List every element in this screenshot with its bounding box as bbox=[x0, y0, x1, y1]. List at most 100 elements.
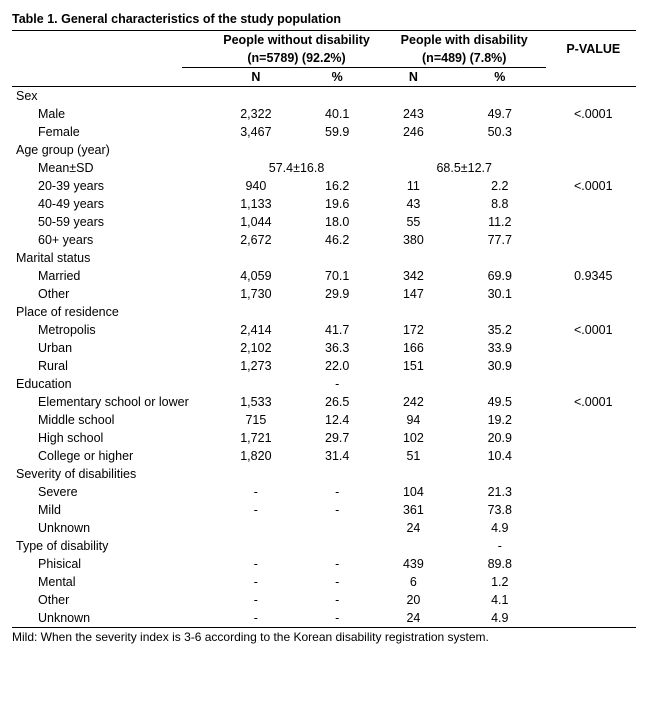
section-label: Sex bbox=[12, 87, 215, 105]
cell-pct1: 46.2 bbox=[297, 231, 378, 249]
row-label: High school bbox=[12, 429, 215, 447]
cell-pvalue bbox=[551, 195, 636, 213]
cell-pvalue: <.0001 bbox=[551, 321, 636, 339]
cell-pct2: 1.2 bbox=[449, 573, 551, 591]
table-title: Table 1. General characteristics of the … bbox=[12, 12, 636, 30]
row-label: 40-49 years bbox=[12, 195, 215, 213]
group1-label-l1: People without disability bbox=[215, 31, 378, 49]
row-label: Other bbox=[12, 285, 215, 303]
cell-n2: 20 bbox=[378, 591, 449, 609]
cell-pct2: 10.4 bbox=[449, 447, 551, 465]
cell-n2: 243 bbox=[378, 105, 449, 123]
cell-pvalue bbox=[551, 591, 636, 609]
cell-n2: 102 bbox=[378, 429, 449, 447]
row-label: Phisical bbox=[12, 555, 215, 573]
cell-pct1: 36.3 bbox=[297, 339, 378, 357]
cell-pct2: 4.1 bbox=[449, 591, 551, 609]
table-header: People without disability People with di… bbox=[12, 31, 636, 87]
cell-pct2: 4.9 bbox=[449, 609, 551, 627]
row-label: 60+ years bbox=[12, 231, 215, 249]
section-dash bbox=[449, 303, 551, 321]
cell-n2: 246 bbox=[378, 123, 449, 141]
cell-n1: 2,102 bbox=[215, 339, 296, 357]
cell-pvalue bbox=[551, 519, 636, 537]
cell-n1: 1,533 bbox=[215, 393, 296, 411]
cell-pct1: 70.1 bbox=[297, 267, 378, 285]
section-label: Severity of disabilities bbox=[12, 465, 215, 483]
group2-label-l2: (n=489) (7.8%) bbox=[378, 49, 551, 67]
cell-span: 57.4±16.8 bbox=[215, 159, 378, 177]
section-dash: - bbox=[449, 537, 551, 555]
cell-pct1: 16.2 bbox=[297, 177, 378, 195]
cell-n1: 2,672 bbox=[215, 231, 296, 249]
cell-pct1: 12.4 bbox=[297, 411, 378, 429]
section-dash: - bbox=[297, 375, 378, 393]
cell-pct1: - bbox=[297, 591, 378, 609]
cell-pct2: 19.2 bbox=[449, 411, 551, 429]
cell-pct1: 41.7 bbox=[297, 321, 378, 339]
section-label: Type of disability bbox=[12, 537, 215, 555]
cell-pvalue bbox=[551, 411, 636, 429]
cell-pct2: 35.2 bbox=[449, 321, 551, 339]
section-dash bbox=[449, 375, 551, 393]
row-label: Mean±SD bbox=[12, 159, 215, 177]
cell-pct2: 49.5 bbox=[449, 393, 551, 411]
cell-pct2: 30.1 bbox=[449, 285, 551, 303]
cell-n2: 361 bbox=[378, 501, 449, 519]
cell-pct1: 29.7 bbox=[297, 429, 378, 447]
section-dash bbox=[449, 465, 551, 483]
cell-pct1: - bbox=[297, 573, 378, 591]
row-label: Elementary school or lower bbox=[12, 393, 215, 411]
cell-pvalue bbox=[551, 573, 636, 591]
cell-pct1: 26.5 bbox=[297, 393, 378, 411]
cell-pct1: 22.0 bbox=[297, 357, 378, 375]
row-label: 20-39 years bbox=[12, 177, 215, 195]
cell-n2: 24 bbox=[378, 519, 449, 537]
cell-pct2: 77.7 bbox=[449, 231, 551, 249]
cell-pvalue bbox=[551, 609, 636, 627]
cell-n2: 43 bbox=[378, 195, 449, 213]
cell-pvalue bbox=[551, 357, 636, 375]
section-dash bbox=[449, 87, 551, 105]
cell-pct1: 29.9 bbox=[297, 285, 378, 303]
cell-n1: 2,414 bbox=[215, 321, 296, 339]
section-dash bbox=[297, 87, 378, 105]
cell-n1: - bbox=[215, 501, 296, 519]
cell-pvalue bbox=[551, 285, 636, 303]
cell-pct1 bbox=[297, 519, 378, 537]
cell-n2: 380 bbox=[378, 231, 449, 249]
cell-pct2: 4.9 bbox=[449, 519, 551, 537]
row-label: Mental bbox=[12, 573, 215, 591]
cell-n1: 1,721 bbox=[215, 429, 296, 447]
cell-pct1: - bbox=[297, 501, 378, 519]
cell-pvalue bbox=[551, 339, 636, 357]
row-label: Mild bbox=[12, 501, 215, 519]
cell-n2: 172 bbox=[378, 321, 449, 339]
cell-n2: 24 bbox=[378, 609, 449, 627]
cell-n1: 2,322 bbox=[215, 105, 296, 123]
cell-pct2: 11.2 bbox=[449, 213, 551, 231]
cell-pct2: 89.8 bbox=[449, 555, 551, 573]
cell-pvalue bbox=[551, 501, 636, 519]
cell-n1: 1,730 bbox=[215, 285, 296, 303]
cell-n2: 11 bbox=[378, 177, 449, 195]
cell-n2: 104 bbox=[378, 483, 449, 501]
cell-pct1: 59.9 bbox=[297, 123, 378, 141]
row-label: Other bbox=[12, 591, 215, 609]
cell-n1: 1,820 bbox=[215, 447, 296, 465]
header-n2: N bbox=[378, 68, 449, 86]
row-label: Unknown bbox=[12, 519, 215, 537]
cell-pct1: 19.6 bbox=[297, 195, 378, 213]
section-dash bbox=[449, 141, 551, 159]
cell-pvalue bbox=[551, 429, 636, 447]
section-label: Marital status bbox=[12, 249, 215, 267]
section-label: Age group (year) bbox=[12, 141, 215, 159]
cell-n1: 3,467 bbox=[215, 123, 296, 141]
cell-pct1: 40.1 bbox=[297, 105, 378, 123]
cell-n1: 4,059 bbox=[215, 267, 296, 285]
section-dash bbox=[297, 303, 378, 321]
cell-pct2: 20.9 bbox=[449, 429, 551, 447]
cell-pvalue bbox=[551, 231, 636, 249]
row-label: Metropolis bbox=[12, 321, 215, 339]
row-label: Middle school bbox=[12, 411, 215, 429]
